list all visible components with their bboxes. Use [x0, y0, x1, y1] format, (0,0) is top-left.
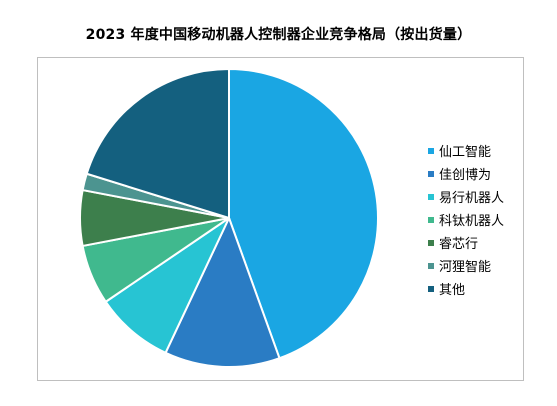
pie-slice-7 — [85, 68, 230, 219]
legend-swatch — [428, 170, 434, 177]
legend-label: 其他 — [439, 283, 466, 298]
legend-label: 河狸智能 — [439, 260, 492, 275]
legend-item: 佳创博为 — [428, 162, 528, 185]
pie-slice-1 — [228, 68, 379, 360]
legend: 仙工智能佳创博为易行机器人科钛机器人睿芯行河狸智能其他 — [428, 139, 528, 300]
legend-item: 睿芯行 — [428, 231, 528, 254]
legend-item: 其他 — [428, 277, 528, 300]
legend-item: 易行机器人 — [428, 185, 528, 208]
legend-label: 睿芯行 — [439, 237, 479, 252]
legend-swatch — [428, 285, 434, 292]
legend-item: 仙工智能 — [428, 139, 528, 162]
legend-swatch — [428, 147, 434, 154]
legend-label: 佳创博为 — [439, 168, 492, 183]
legend-swatch — [428, 216, 434, 223]
legend-item: 河狸智能 — [428, 254, 528, 277]
plot-area — [37, 57, 524, 381]
chart-title: 2023 年度中国移动机器人控制器企业竞争格局（按出货量） — [85, 27, 472, 43]
legend-label: 科钛机器人 — [439, 214, 505, 229]
legend-item: 科钛机器人 — [428, 208, 528, 231]
legend-label: 仙工智能 — [439, 145, 492, 160]
legend-swatch — [428, 193, 434, 200]
legend-swatch — [428, 262, 434, 269]
legend-swatch — [428, 239, 434, 246]
legend-label: 易行机器人 — [439, 191, 505, 206]
pie-slice-2 — [164, 217, 281, 368]
